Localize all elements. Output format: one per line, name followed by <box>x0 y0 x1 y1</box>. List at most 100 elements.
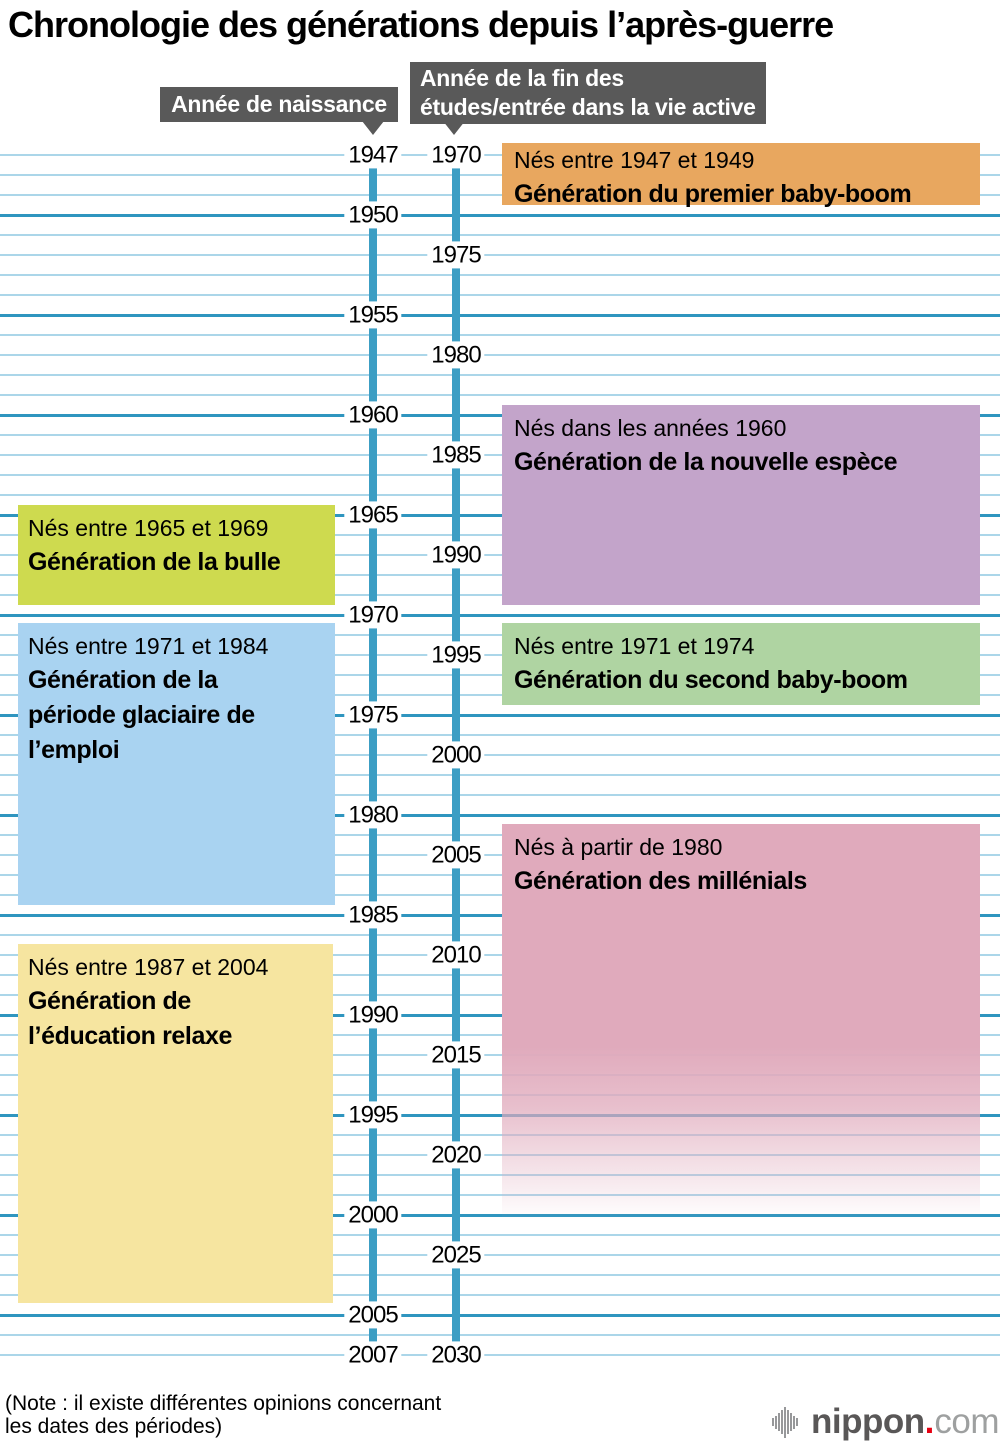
generation-title-line: Génération de la <box>28 666 218 694</box>
soundwave-bar <box>775 1415 777 1429</box>
callout-birth-year-label: Année de naissance <box>171 91 387 117</box>
gridline-year <box>0 274 1000 276</box>
generation-title-line: période glaciaire de <box>28 701 255 729</box>
footnote-line2: les dates des périodes) <box>5 1415 223 1438</box>
year-label-birth-1960: 1960 <box>344 401 402 429</box>
gridline-major-1965 <box>0 514 1000 517</box>
callout-active-year-line2: études/entrée dans la vie active <box>420 94 756 120</box>
year-label-active-2030: 2030 <box>427 1341 485 1369</box>
year-label-birth-2000: 2000 <box>344 1201 402 1229</box>
gridline-year <box>0 1034 1000 1036</box>
year-label-birth-1975: 1975 <box>344 701 402 729</box>
birth-year-timeline <box>369 155 377 1355</box>
gridline-year <box>0 254 1000 256</box>
generation-title: Génération du second baby-boom <box>514 663 968 698</box>
gridline-year <box>0 1274 1000 1276</box>
gridline-year <box>0 534 1000 536</box>
gridline-major-1970 <box>0 614 1000 617</box>
year-label-active-2015: 2015 <box>427 1041 485 1069</box>
gridline-year <box>0 754 1000 756</box>
gridline-year <box>0 374 1000 376</box>
soundwave-bar <box>784 1406 786 1438</box>
generation-title-line: Génération de la nouvelle espèce <box>514 448 898 476</box>
gridline-year <box>0 1174 1000 1176</box>
gridline-year <box>0 794 1000 796</box>
gridline-year <box>0 834 1000 836</box>
gridline-year <box>0 1294 1000 1296</box>
year-label-birth-1970: 1970 <box>344 601 402 629</box>
generation-premier-baby-boom: Nés entre 1947 et 1949 Génération du prem… <box>502 143 980 208</box>
generation-title-line: Génération des millénials <box>514 867 807 895</box>
year-label-birth-1955: 1955 <box>344 301 402 329</box>
gridline-year <box>0 554 1000 556</box>
year-label-active-1980: 1980 <box>427 341 485 369</box>
nippon-logo-name: nippon <box>811 1402 925 1441</box>
gridline-major-1980 <box>0 814 1000 817</box>
year-label-birth-1995: 1995 <box>344 1101 402 1129</box>
year-label-birth-1980: 1980 <box>344 801 402 829</box>
gridline-year <box>0 694 1000 696</box>
gridline-year <box>0 234 1000 236</box>
soundwave-icon <box>772 1403 799 1441</box>
generation-subtitle: Nés entre 1965 et 1969 <box>28 515 269 541</box>
generation-title-line: Génération du premier baby-boom <box>514 180 912 208</box>
gridline-major-1995 <box>0 1114 1000 1117</box>
soundwave-bar <box>793 1415 795 1429</box>
gridline-major-1955 <box>0 314 1000 317</box>
callout-active-year-line1: Année de la fin des <box>420 65 624 91</box>
generation-title: Génération du premier baby-boom <box>514 177 968 212</box>
year-label-birth-2007: 2007 <box>344 1341 402 1369</box>
gridline-year <box>0 1234 1000 1236</box>
generation-subtitle: Nés entre 1971 et 1974 <box>514 633 755 659</box>
year-label-active-1995: 1995 <box>427 641 485 669</box>
gridline-year <box>0 474 1000 476</box>
generation-subtitle: Nés dans les années 1960 <box>514 415 787 441</box>
nippon-logo-tld: com <box>934 1402 999 1441</box>
gridline-year <box>0 434 1000 436</box>
gridline-year <box>0 354 1000 356</box>
gridline-year <box>0 954 1000 956</box>
gridline-year <box>0 1094 1000 1096</box>
year-label-active-2025: 2025 <box>427 1241 485 1269</box>
gridline-year <box>0 454 1000 456</box>
gridline-year <box>0 1154 1000 1156</box>
generation-periode-glaciaire: Nés entre 1971 et 1984 Génération de la pé… <box>18 623 335 905</box>
generation-subtitle: Nés entre 1971 et 1984 <box>28 633 269 659</box>
footnote: (Note : il existe différentes opinions c… <box>5 1392 441 1438</box>
gridline-year <box>0 1334 1000 1336</box>
year-label-birth-2005: 2005 <box>344 1301 402 1329</box>
callout-birth-year: Année de naissance <box>160 87 398 122</box>
gridline-year <box>0 194 1000 196</box>
gridline-year <box>0 654 1000 656</box>
gridline-year <box>0 494 1000 496</box>
generation-title-line: l’éducation relaxe <box>28 1022 232 1050</box>
generation-title: Génération de la période glaciaire de l’em… <box>28 663 323 768</box>
gridline-year <box>0 1134 1000 1136</box>
soundwave-bar <box>796 1418 798 1426</box>
nippon-logo-dot: . <box>924 1402 935 1441</box>
gridline-year <box>0 574 1000 576</box>
gridline-year <box>0 1354 1000 1356</box>
soundwave-bar <box>772 1418 774 1426</box>
year-label-birth-1990: 1990 <box>344 1001 402 1029</box>
gridline-year <box>0 774 1000 776</box>
gridline-major-1975 <box>0 714 1000 717</box>
nippon-logo: nippon . com <box>772 1402 999 1442</box>
gridline-year <box>0 634 1000 636</box>
gridline-year <box>0 294 1000 296</box>
year-label-birth-1950: 1950 <box>344 201 402 229</box>
gridline-year <box>0 334 1000 336</box>
generation-bulle: Nés entre 1965 et 1969 Génération de la b… <box>18 505 335 605</box>
year-label-birth-1965: 1965 <box>344 501 402 529</box>
generation-subtitle: Nés à partir de 1980 <box>514 834 723 860</box>
callout-active-year: Année de la fin des études/entrée dans l… <box>410 62 766 124</box>
gridline-year <box>0 894 1000 896</box>
gridline-year <box>0 154 1000 156</box>
year-label-active-2010: 2010 <box>427 941 485 969</box>
gridline-year <box>0 854 1000 856</box>
gridline-year <box>0 1054 1000 1056</box>
generation-title-line: Génération de la bulle <box>28 548 281 576</box>
gridline-year <box>0 1194 1000 1196</box>
